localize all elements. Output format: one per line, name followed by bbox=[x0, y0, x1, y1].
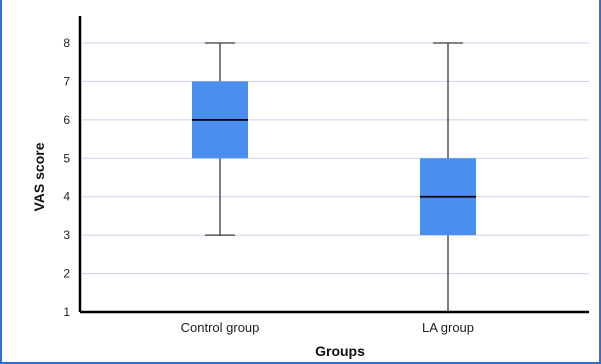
x-axis-title: Groups bbox=[315, 343, 365, 359]
y-tick-label: 1 bbox=[63, 305, 70, 319]
x-category-label: Control group bbox=[181, 320, 260, 335]
y-tick-label: 8 bbox=[63, 36, 70, 50]
y-tick-label: 4 bbox=[63, 190, 70, 204]
y-tick-label: 7 bbox=[63, 74, 70, 88]
y-tick-label: 6 bbox=[63, 113, 70, 127]
y-tick-label: 3 bbox=[63, 228, 70, 242]
y-axis-title: VAS score bbox=[31, 142, 47, 211]
y-tick-label: 5 bbox=[63, 151, 70, 165]
y-tick-label: 2 bbox=[63, 267, 70, 281]
x-category-label: LA group bbox=[422, 320, 474, 335]
